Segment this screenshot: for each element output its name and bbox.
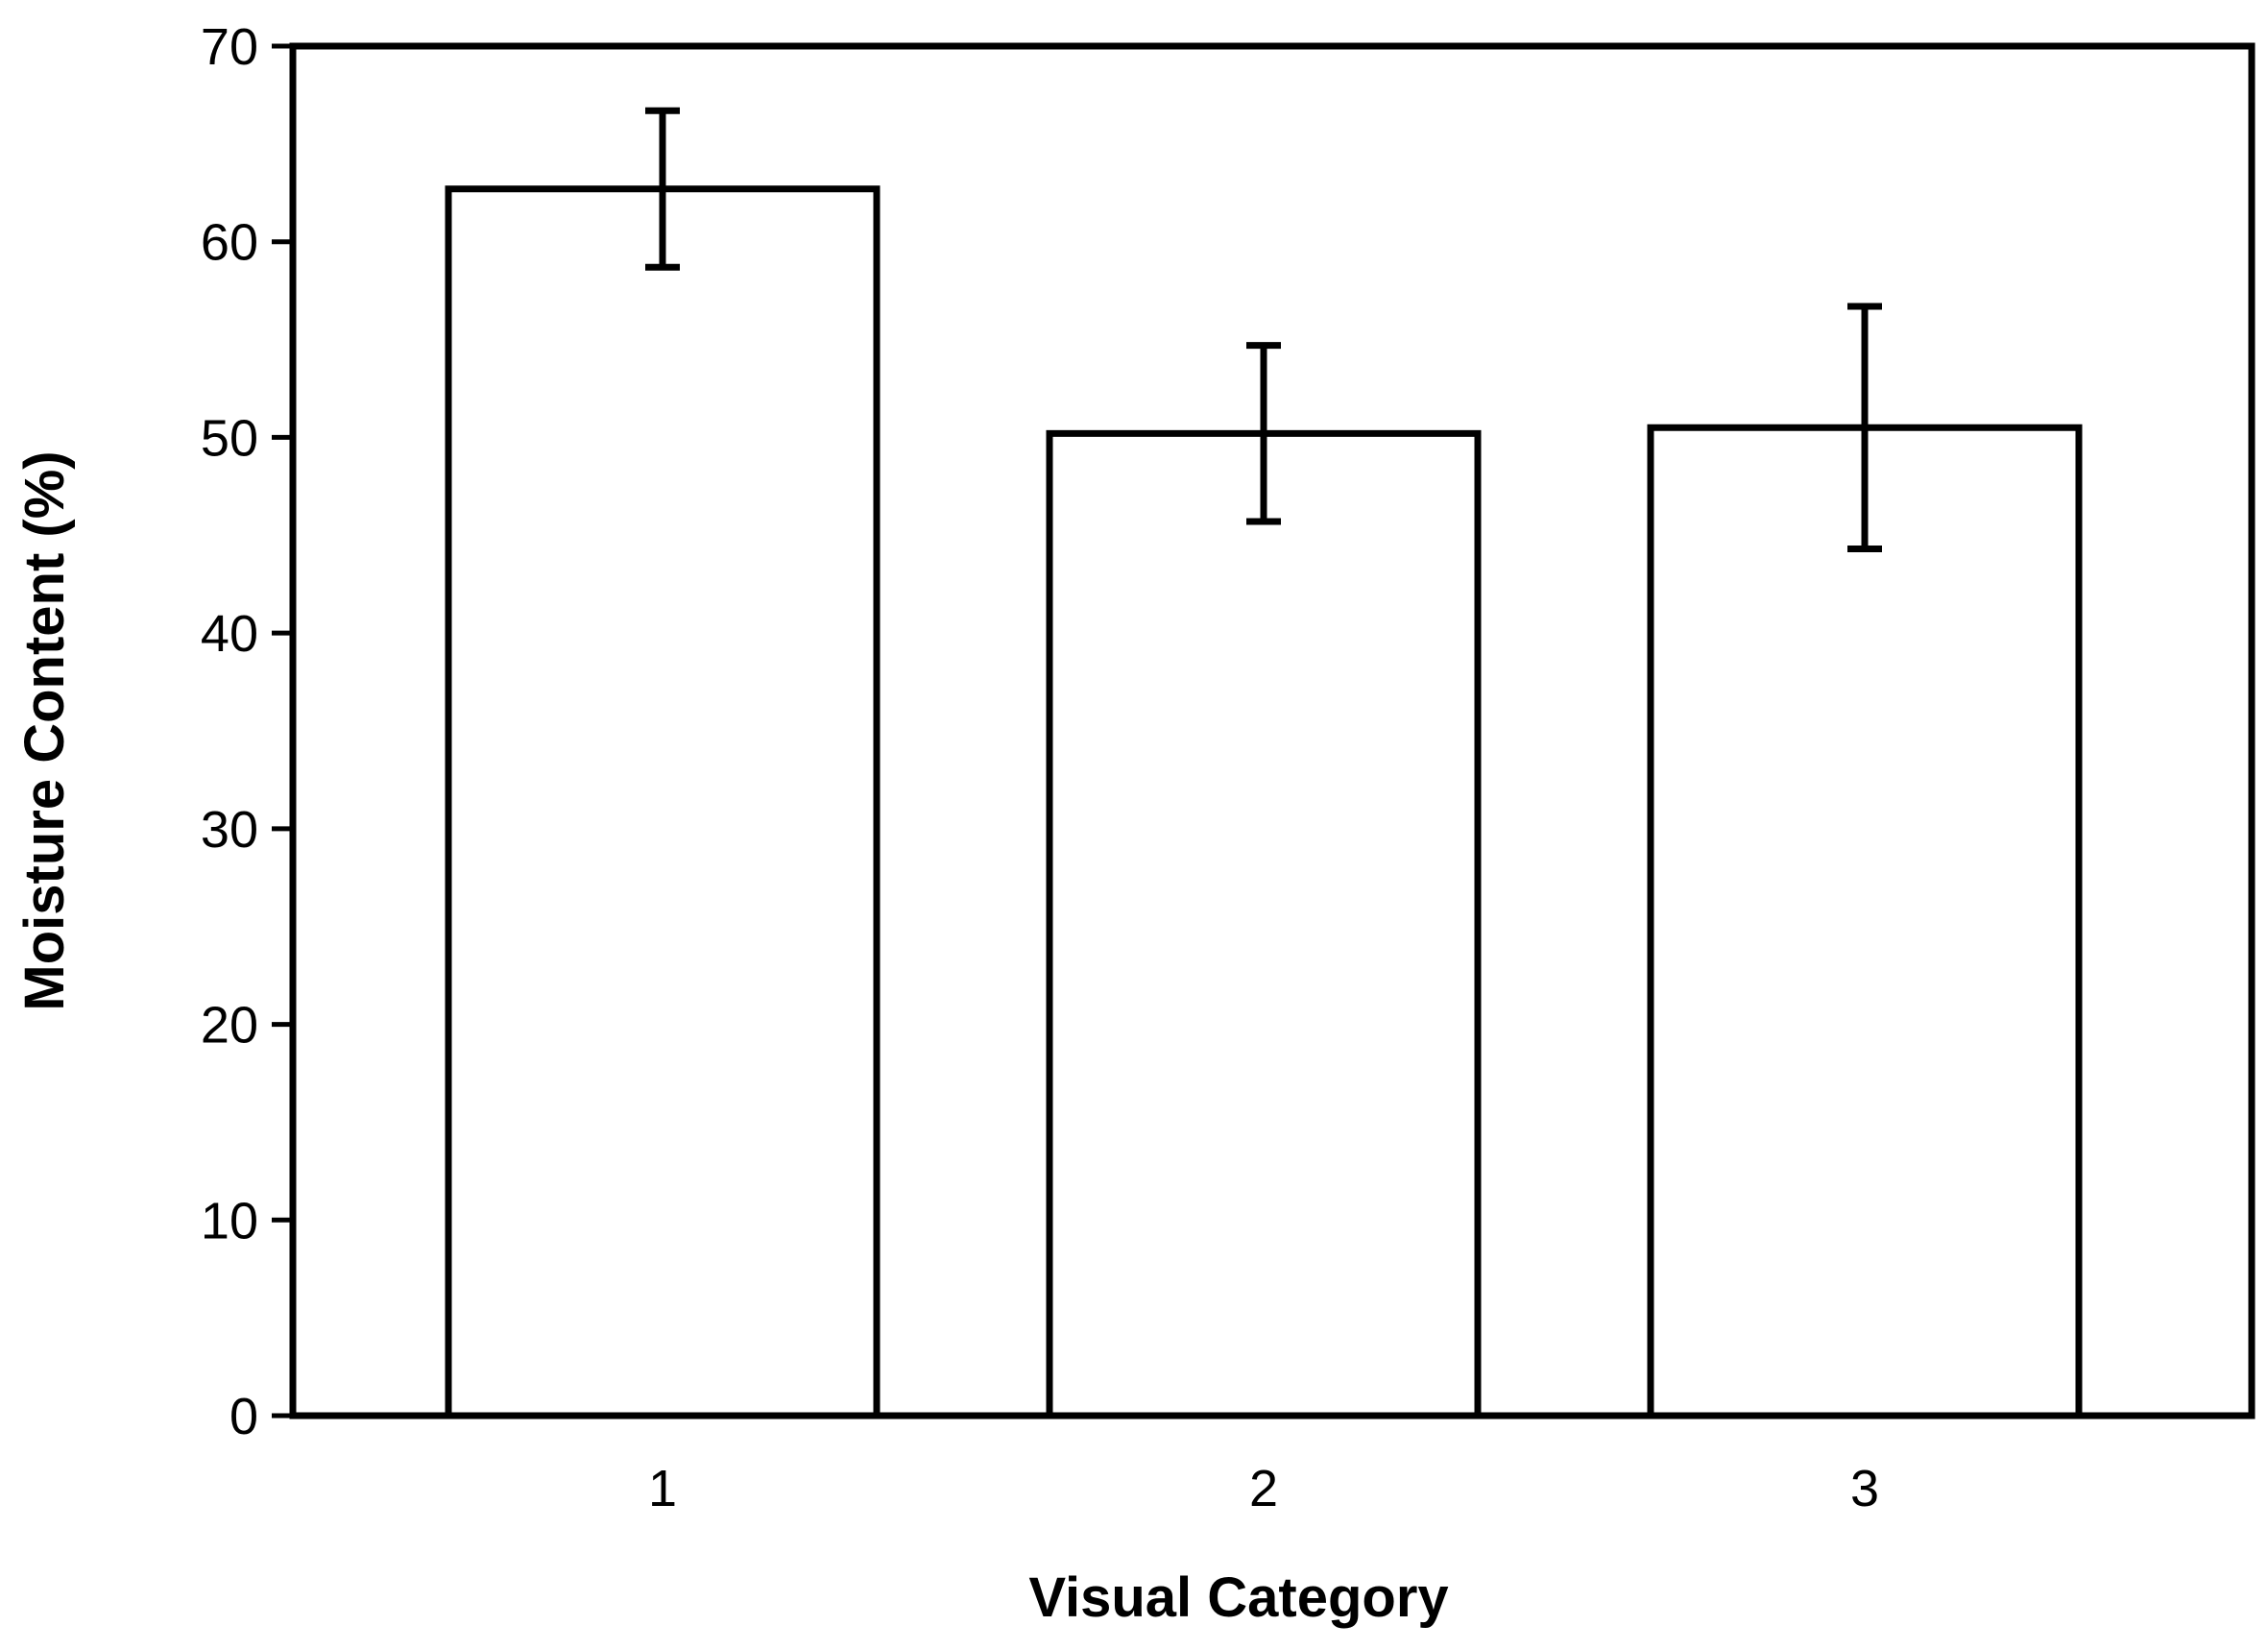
y-axis: 0 10 20 30 40 50 60 70 [201, 18, 293, 1445]
y-tick-label-10: 10 [201, 1192, 258, 1250]
y-tick-label-0: 0 [229, 1388, 258, 1445]
y-tick-label-30: 30 [201, 801, 258, 859]
x-axis: 1 2 3 [648, 1460, 1879, 1517]
x-tick-label-2: 2 [1249, 1460, 1278, 1517]
bar-3 [1647, 424, 2083, 1419]
x-tick-label-1: 1 [648, 1460, 677, 1517]
y-tick-label-20: 20 [201, 997, 258, 1055]
y-tick-label-40: 40 [201, 605, 258, 663]
bar-1 [445, 185, 881, 1419]
error-bars-layer [645, 107, 1882, 553]
y-tick-label-60: 60 [201, 214, 258, 272]
y-tick-label-50: 50 [201, 409, 258, 467]
bar-2 [1046, 429, 1482, 1419]
x-axis-title: Visual Category [1028, 1566, 1448, 1629]
plot-frame [289, 42, 2256, 1419]
y-axis-title: Moisture Content (%) [13, 450, 76, 1010]
x-tick-label-3: 3 [1850, 1460, 1879, 1517]
y-tick-label-70: 70 [201, 18, 258, 76]
